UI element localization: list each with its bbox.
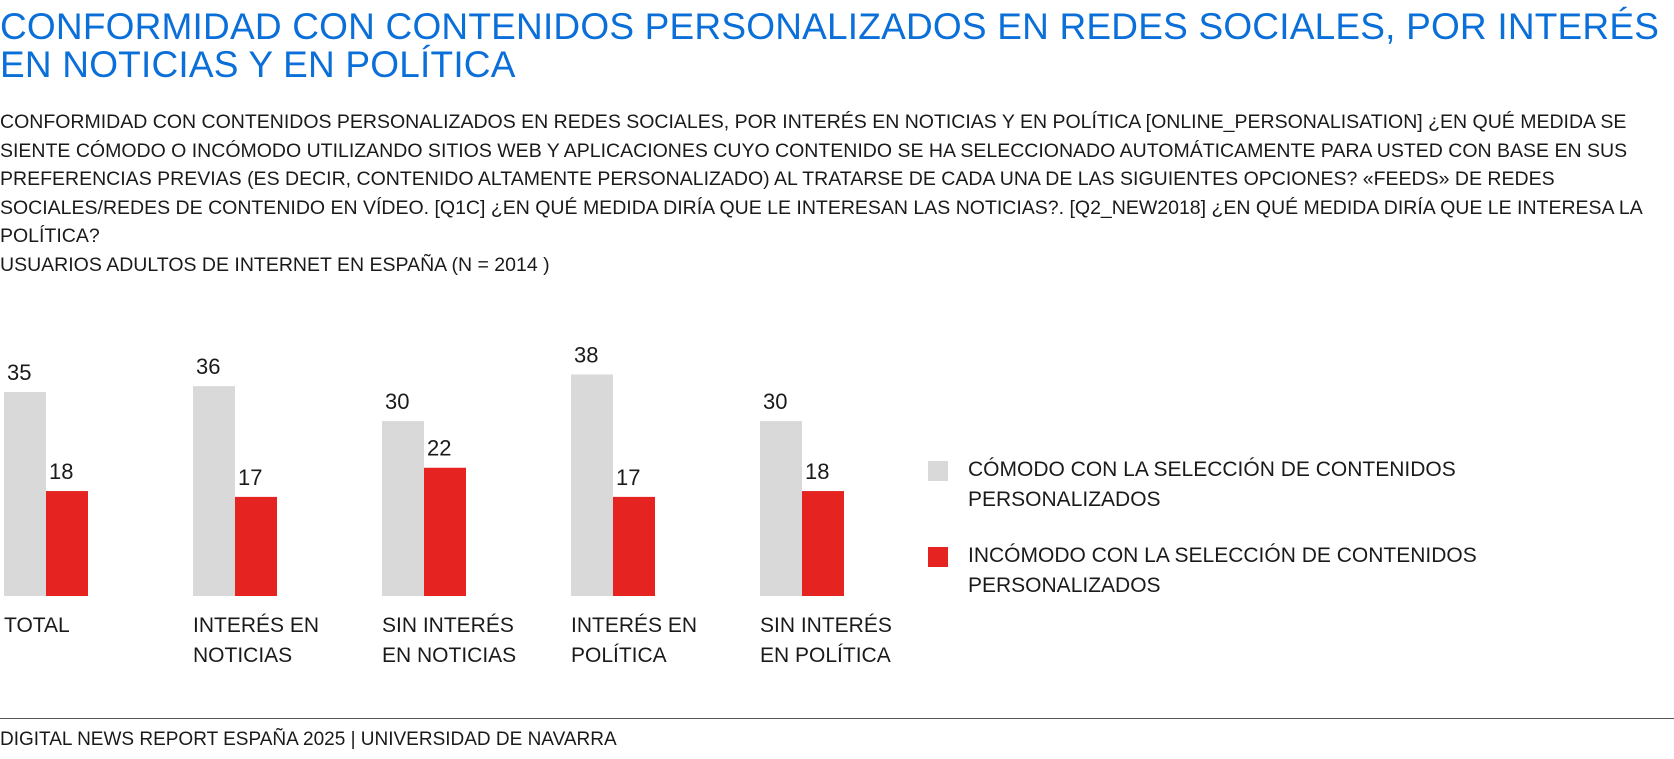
category-label-1-line-1: NOTICIAS <box>193 644 292 667</box>
footer-credit: DIGITAL NEWS REPORT ESPAÑA 2025 | UNIVER… <box>0 729 617 750</box>
legend-label-uncomfortable: INCÓMODO CON LA SELECCIÓN DE CONTENIDOS … <box>968 544 1477 597</box>
bar-comfortable-0 <box>4 391 46 596</box>
chart-legend: CÓMODO CON LA SELECCIÓN DE CONTENIDOS PE… <box>928 455 1628 627</box>
category-label-2-line-0: SIN INTERÉS <box>382 614 514 637</box>
data-label-uncomfortable-4: 18 <box>805 459 829 484</box>
data-label-comfortable-0: 35 <box>7 360 31 385</box>
survey-question: CONFORMIDAD CON CONTENIDOS PERSONALIZADO… <box>0 111 1642 247</box>
bar-comfortable-3 <box>571 374 613 596</box>
bar-chart-svg: 35 18 TOTAL 36 17 INTERÉS EN NOTICIAS 30 22 SIN I… <box>4 342 892 667</box>
footer-divider <box>0 718 1674 719</box>
legend-swatch-comfortable <box>928 461 948 481</box>
bar-uncomfortable-4 <box>802 491 844 596</box>
data-label-comfortable-2: 30 <box>385 389 409 414</box>
bar-chart: 35 18 TOTAL 36 17 INTERÉS EN NOTICIAS 30 22 SIN I… <box>0 320 900 700</box>
chart-subtitle: CONFORMIDAD CON CONTENIDOS PERSONALIZADO… <box>0 108 1672 279</box>
category-label-3-line-1: POLÍTICA <box>571 644 667 667</box>
bar-uncomfortable-0 <box>46 491 88 596</box>
category-label-4-line-0: SIN INTERÉS <box>760 614 892 637</box>
bar-uncomfortable-2 <box>424 467 466 596</box>
legend-label-comfortable: CÓMODO CON LA SELECCIÓN DE CONTENIDOS PE… <box>968 458 1456 511</box>
data-label-comfortable-1: 36 <box>196 354 220 379</box>
chart-title: CONFORMIDAD CON CONTENIDOS PERSONALIZADO… <box>0 6 1660 85</box>
bar-uncomfortable-3 <box>613 496 655 596</box>
bar-uncomfortable-1 <box>235 496 277 596</box>
data-label-uncomfortable-0: 18 <box>49 459 73 484</box>
legend-item-uncomfortable: INCÓMODO CON LA SELECCIÓN DE CONTENIDOS … <box>928 541 1628 601</box>
bar-comfortable-1 <box>193 386 235 596</box>
data-label-comfortable-3: 38 <box>574 342 598 367</box>
category-label-0-line-0: TOTAL <box>4 614 70 637</box>
category-label-4-line-1: EN POLÍTICA <box>760 644 891 667</box>
category-label-2-line-1: EN NOTICIAS <box>382 644 516 667</box>
data-label-uncomfortable-2: 22 <box>427 436 451 461</box>
category-label-3-line-0: INTERÉS EN <box>571 614 697 637</box>
bar-comfortable-2 <box>382 421 424 596</box>
category-label-1-line-0: INTERÉS EN <box>193 614 319 637</box>
data-label-comfortable-4: 30 <box>763 389 787 414</box>
bar-comfortable-4 <box>760 421 802 596</box>
legend-item-comfortable: CÓMODO CON LA SELECCIÓN DE CONTENIDOS PE… <box>928 455 1628 515</box>
legend-swatch-uncomfortable <box>928 547 948 567</box>
data-label-uncomfortable-3: 17 <box>616 465 640 490</box>
sample-base: USUARIOS ADULTOS DE INTERNET EN ESPAÑA (… <box>0 253 550 276</box>
data-label-uncomfortable-1: 17 <box>238 465 262 490</box>
